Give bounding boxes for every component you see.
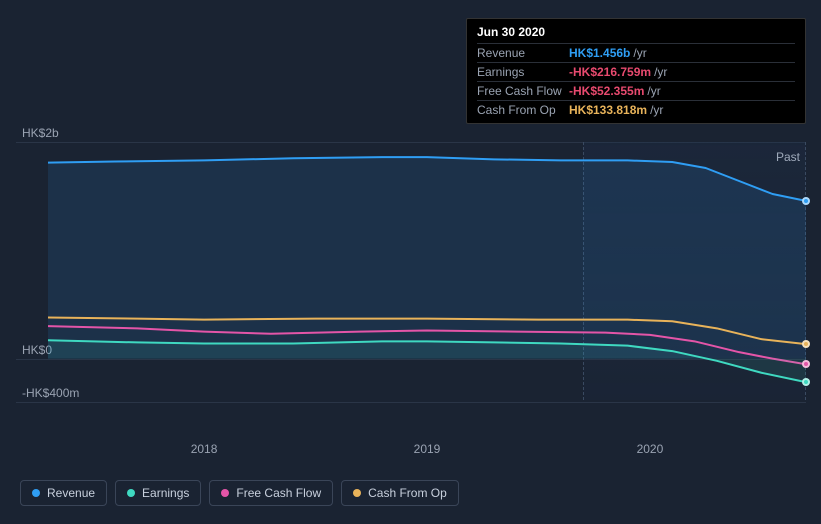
series-end-marker <box>802 360 810 368</box>
tooltip-row-value: HK$133.818m <box>569 103 647 117</box>
gridline <box>16 402 806 403</box>
tooltip-row-label: Cash From Op <box>477 103 569 117</box>
tooltip-row-value: HK$1.456b <box>569 46 630 60</box>
tooltip-row-value: -HK$52.355m <box>569 84 644 98</box>
series-area <box>48 157 806 359</box>
tooltip-row: RevenueHK$1.456b/yr <box>477 43 795 62</box>
tooltip-row-label: Earnings <box>477 65 569 79</box>
chart-plot-area <box>48 142 806 402</box>
tooltip-date: Jun 30 2020 <box>477 25 795 43</box>
tooltip-row-value: -HK$216.759m <box>569 65 651 79</box>
legend-item[interactable]: Free Cash Flow <box>209 480 333 506</box>
tooltip-row: Free Cash Flow-HK$52.355m/yr <box>477 81 795 100</box>
tooltip-row-unit: /yr <box>650 103 663 117</box>
series-end-marker <box>802 340 810 348</box>
legend-item[interactable]: Cash From Op <box>341 480 459 506</box>
series-end-marker <box>802 378 810 386</box>
legend-label: Earnings <box>142 486 189 500</box>
tooltip-row: Cash From OpHK$133.818m/yr <box>477 100 795 119</box>
legend-label: Free Cash Flow <box>236 486 321 500</box>
x-axis-label: 2019 <box>414 442 441 456</box>
legend-item[interactable]: Revenue <box>20 480 107 506</box>
tooltip-row: Earnings-HK$216.759m/yr <box>477 62 795 81</box>
tooltip-row-label: Revenue <box>477 46 569 60</box>
legend-dot-icon <box>353 489 361 497</box>
x-axis-label: 2018 <box>191 442 218 456</box>
x-axis-label: 2020 <box>637 442 664 456</box>
legend-dot-icon <box>127 489 135 497</box>
tooltip-row-label: Free Cash Flow <box>477 84 569 98</box>
legend-dot-icon <box>221 489 229 497</box>
series-end-marker <box>802 197 810 205</box>
y-axis-label: HK$2b <box>22 126 59 140</box>
legend-item[interactable]: Earnings <box>115 480 201 506</box>
legend-label: Cash From Op <box>368 486 447 500</box>
chart-legend: Revenue Earnings Free Cash Flow Cash From O… <box>20 480 459 506</box>
financials-chart[interactable]: Past HK$2bHK$0-HK$400m 201820192020 <box>16 120 806 460</box>
tooltip-row-unit: /yr <box>647 84 660 98</box>
tooltip-row-unit: /yr <box>633 46 646 60</box>
legend-label: Revenue <box>47 486 95 500</box>
legend-dot-icon <box>32 489 40 497</box>
chart-tooltip: Jun 30 2020 RevenueHK$1.456b/yrEarnings-… <box>466 18 806 124</box>
tooltip-row-unit: /yr <box>654 65 667 79</box>
